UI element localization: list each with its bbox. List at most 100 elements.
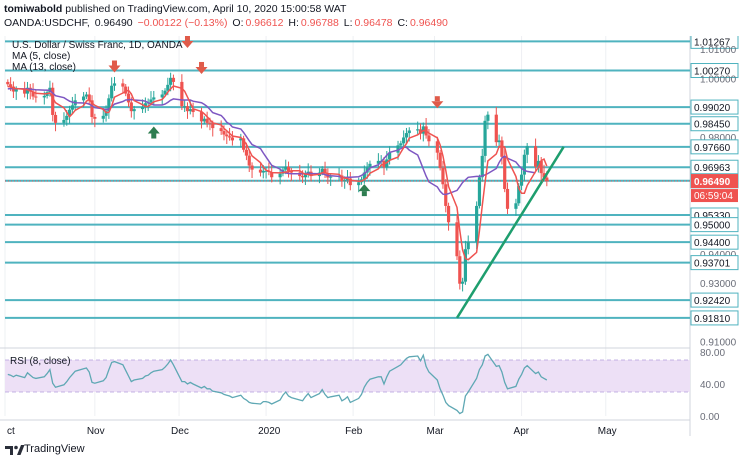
- tradingview-logo-icon[interactable]: [5, 444, 25, 456]
- candle-body: [126, 93, 131, 103]
- candle-body: [477, 177, 482, 206]
- candle-body: [320, 168, 324, 173]
- arrow-down-head: [108, 65, 121, 73]
- author-name[interactable]: tomiwabold: [4, 3, 63, 15]
- candle-body: [416, 129, 420, 131]
- open-label: O:: [232, 17, 244, 29]
- candle-body: [124, 86, 128, 94]
- arrow-down-icon: [181, 36, 194, 48]
- candle-body: [458, 256, 462, 284]
- candle-body: [93, 117, 97, 119]
- price-tick-label: 0.98000: [700, 133, 737, 144]
- arrow-down-head: [431, 101, 444, 109]
- rsi-tick-label: 80.00: [700, 348, 725, 359]
- candle-body: [446, 205, 451, 223]
- level-price-label: 1.01267: [694, 37, 731, 48]
- level-price-tag: [690, 116, 739, 132]
- candle-body: [545, 177, 549, 182]
- candle-body: [542, 173, 546, 178]
- close-label: C:: [397, 17, 408, 29]
- tradingview-brand[interactable]: TradingView: [24, 443, 85, 455]
- candle-body: [427, 135, 431, 142]
- candle-body: [230, 137, 234, 141]
- countdown-tag: [691, 189, 738, 203]
- candle-body: [399, 143, 403, 146]
- level-price-tag: [690, 255, 739, 271]
- level-price-label: 0.98450: [694, 120, 731, 131]
- candle-body: [62, 119, 66, 123]
- level-price-label: 0.95000: [694, 221, 731, 232]
- candle-body: [536, 160, 541, 167]
- candle-body: [376, 160, 380, 164]
- level-price-label: 0.92420: [694, 296, 731, 307]
- close-value: 0.96490: [409, 17, 448, 29]
- current-price-tag: [691, 174, 738, 189]
- high-value: 0.96788: [300, 17, 339, 29]
- candle-body: [505, 188, 510, 209]
- candle-body: [533, 146, 538, 167]
- candle-body: [362, 172, 366, 180]
- candle-body: [51, 87, 55, 115]
- time-axis: ct Nov Dec 2020 Feb Mar Apr May: [7, 426, 617, 436]
- candle-body: [14, 89, 18, 92]
- candle-body: [67, 109, 72, 116]
- candle-body: [208, 122, 212, 124]
- arrow-down-icon: [431, 96, 444, 109]
- candle-body: [514, 203, 518, 209]
- candle-body: [261, 170, 265, 173]
- candle-body: [140, 107, 145, 110]
- candle-body: [239, 138, 243, 141]
- candle-body: [129, 102, 133, 112]
- footer: TradingView: [0, 438, 740, 460]
- candle-body: [365, 167, 369, 173]
- countdown-label: 06:59:04: [694, 191, 733, 202]
- candle-body: [202, 118, 206, 122]
- level-price-label: 0.97660: [694, 143, 731, 154]
- candle-body: [166, 84, 170, 91]
- candle-body: [270, 171, 274, 178]
- rsi-line: [7, 353, 548, 415]
- candle-body: [278, 173, 282, 178]
- level-price-tag: [690, 99, 739, 115]
- candle-body: [110, 85, 114, 99]
- level-price-tag: [690, 310, 739, 326]
- candle-body: [264, 170, 268, 172]
- candle-body: [211, 123, 215, 129]
- level-price-tag: [690, 36, 739, 49]
- candle-body: [87, 94, 91, 101]
- candle-body: [104, 111, 108, 116]
- level-price-label: 0.96963: [694, 163, 731, 174]
- candle-body: [242, 138, 246, 150]
- candle-body: [345, 178, 350, 181]
- time-tick-label: 2020: [258, 426, 281, 436]
- candle-body: [199, 112, 204, 122]
- trendline-layer: [5, 146, 690, 319]
- candle-body: [396, 145, 400, 153]
- time-tick-label: Nov: [87, 426, 105, 436]
- candle-body: [25, 87, 30, 94]
- candle-body: [101, 115, 105, 119]
- arrow-down-head: [181, 40, 194, 48]
- candle-body: [70, 105, 74, 110]
- price-tick-label: 1.01000: [700, 45, 737, 56]
- candle-body: [466, 241, 470, 250]
- candle-body: [250, 165, 254, 170]
- candle-body: [519, 174, 524, 186]
- ma5-line: [7, 85, 548, 261]
- markers-layer: [108, 36, 444, 197]
- time-tick-label: Apr: [514, 426, 530, 436]
- arrow-up-head: [147, 126, 160, 134]
- current-price-label: 0.96490: [694, 177, 731, 188]
- level-price-label: 0.93701: [694, 259, 731, 270]
- price-tick-label: 0.91000: [700, 338, 737, 349]
- candle-body: [303, 174, 307, 178]
- candle-body: [286, 166, 291, 172]
- publish-line: tomiwabold published on TradingView.com,…: [4, 3, 346, 15]
- candle-body: [34, 96, 38, 98]
- candle-body: [483, 120, 487, 156]
- candle-body: [404, 133, 409, 138]
- candle-body: [475, 205, 479, 242]
- candle-body: [300, 176, 305, 178]
- time-tick-label: May: [598, 426, 617, 436]
